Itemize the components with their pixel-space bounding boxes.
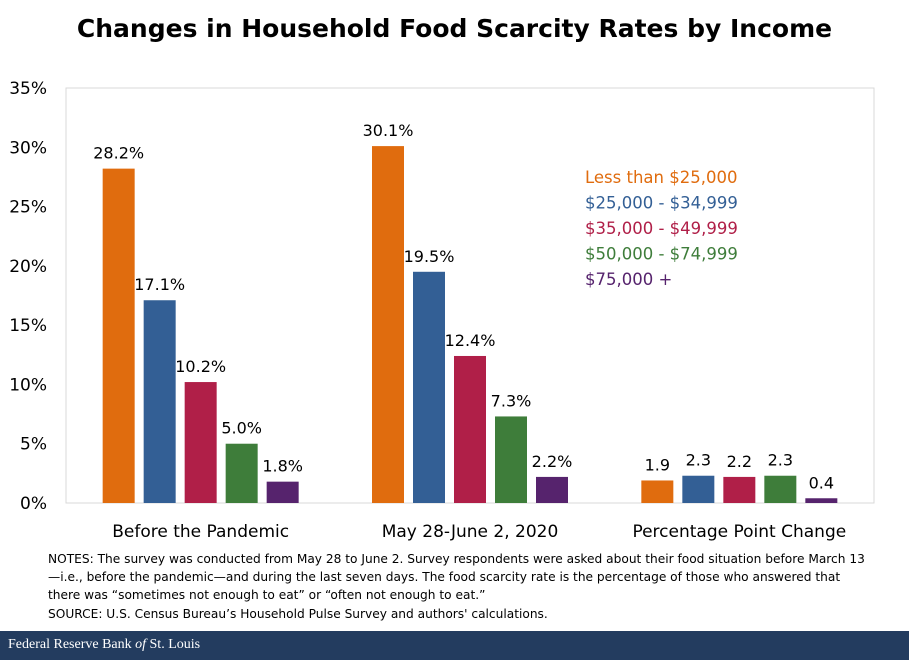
bar-data-label: 19.5% (404, 247, 455, 266)
bar (225, 443, 258, 503)
bar-data-label: 2.2% (532, 452, 573, 471)
y-tick-label: 35% (9, 79, 47, 99)
bar-data-label: 7.3% (491, 391, 532, 410)
chart-title: Changes in Household Food Scarcity Rates… (76, 14, 833, 43)
bar-data-label: 28.2% (93, 144, 144, 163)
bar-data-label: 2.2 (727, 452, 752, 471)
footer-org-suffix: St. Louis (146, 637, 201, 652)
bar-data-label: 1.9 (645, 455, 670, 474)
legend-entry: $25,000 - $34,999 (585, 194, 738, 213)
legend-entry: $50,000 - $74,999 (585, 245, 738, 264)
bar-data-label: 1.8% (262, 457, 303, 476)
footer-org-prefix: Federal Reserve Bank (8, 637, 136, 652)
y-tick-label: 5% (20, 435, 47, 455)
bar (495, 416, 527, 503)
bar-data-label: 30.1% (363, 121, 414, 140)
bar (682, 475, 715, 503)
bar (143, 300, 176, 503)
bar (184, 382, 217, 503)
bar (764, 475, 797, 503)
bar-data-label: 2.3 (686, 451, 711, 470)
bar-data-label: 0.4 (809, 473, 834, 492)
legend-entry: Less than $25,000 (585, 168, 737, 187)
bar-data-label: 10.2% (175, 357, 226, 376)
bar (805, 498, 838, 503)
footer-org: Federal Reserve Bank of St. Louis (8, 637, 200, 653)
bar-data-label: 2.3 (768, 451, 793, 470)
y-tick-label: 10% (9, 375, 47, 395)
footer-org-of: of (135, 637, 147, 652)
bar-data-label: 12.4% (445, 331, 496, 350)
bar (723, 476, 756, 503)
x-category-label: Percentage Point Change (632, 522, 846, 542)
bar-data-label: 5.0% (221, 419, 262, 438)
footer-bar: Federal Reserve Bank of St. Louis (0, 631, 909, 660)
bar (536, 476, 568, 503)
bar-chart: 0% 5% 10% 15% 20% 25% 30% 35% 28.2% 17.1% 10.2% 5.0… (9, 79, 875, 542)
bar (266, 481, 299, 503)
x-category-label: Before the Pandemic (112, 522, 289, 542)
source-text: SOURCE: U.S. Census Bureau’s Household P… (48, 606, 548, 621)
y-tick-label: 20% (9, 257, 47, 277)
y-tick-label: 25% (9, 198, 47, 218)
bar (413, 271, 445, 503)
bar (454, 355, 486, 503)
y-tick-label: 15% (9, 316, 47, 336)
y-tick-label: 30% (9, 138, 47, 158)
bar-data-label: 17.1% (134, 275, 185, 294)
notes-text: NOTES: The survey was conducted from May… (48, 552, 865, 603)
bar (641, 480, 674, 503)
legend-entry: $35,000 - $49,999 (585, 219, 738, 238)
x-category-label: May 28-June 2, 2020 (382, 522, 559, 542)
legend-entry: $75,000 + (585, 270, 672, 289)
bar (102, 168, 135, 503)
chart-notes: NOTES: The survey was conducted from May… (48, 550, 868, 623)
bar (372, 146, 404, 503)
y-tick-label: 0% (20, 494, 47, 514)
